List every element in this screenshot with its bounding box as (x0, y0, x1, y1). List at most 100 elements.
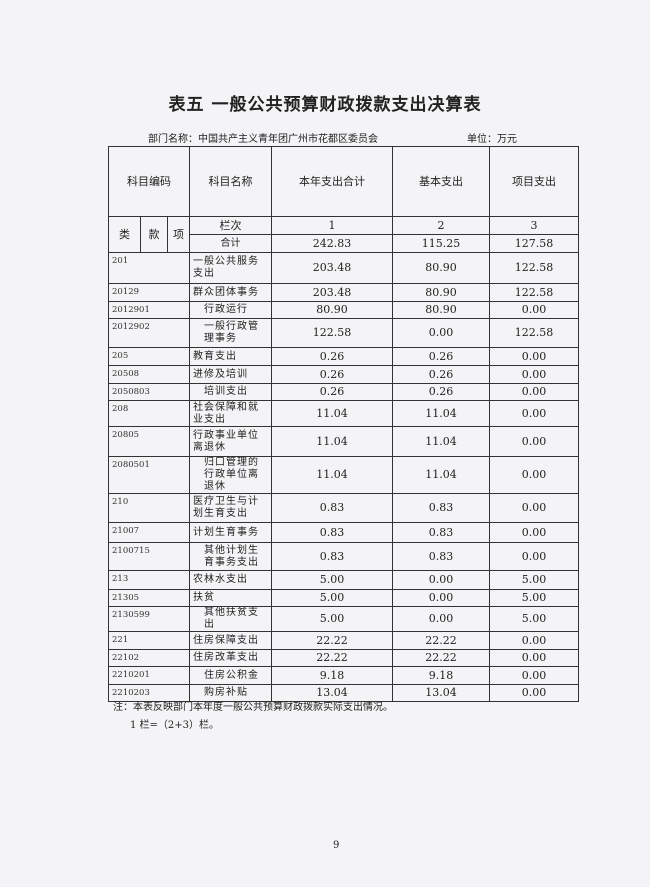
row-basic: 80.90 (392, 301, 490, 319)
table-row: 2012901 行政运行 80.90 80.90 0.00 (108, 301, 579, 319)
row-basic: 11.04 (392, 426, 490, 457)
row-project: 122.58 (489, 318, 579, 348)
row-total: 0.83 (271, 542, 393, 571)
table-row: 213 农林水支出 5.00 0.00 5.00 (108, 570, 579, 590)
row-basic: 80.90 (392, 252, 490, 284)
table-row: 21305 扶贫 5.00 0.00 5.00 (108, 589, 579, 607)
row-project: 0.00 (489, 542, 579, 571)
row-total: 5.00 (271, 570, 393, 590)
row-basic: 22.22 (392, 649, 490, 667)
header-basic: 基本支出 (392, 146, 490, 217)
row-total: 122.58 (271, 318, 393, 348)
row-project: 122.58 (489, 252, 579, 284)
row-name: 培训支出 (189, 383, 272, 401)
row-basic: 11.04 (392, 400, 490, 427)
table-row: 2210201 住房公积金 9.18 9.18 0.00 (108, 666, 579, 685)
row-total: 0.26 (271, 347, 393, 366)
row-project: 0.00 (489, 649, 579, 667)
table-row: 20805 行政事业单位离退休 11.04 11.04 0.00 (108, 426, 579, 457)
header-name: 科目名称 (189, 146, 272, 217)
table-row: 221 住房保障支出 22.22 22.22 0.00 (108, 631, 579, 650)
row-name: 购房补贴 (189, 684, 272, 702)
header-project: 项目支出 (489, 146, 579, 217)
row-name: 医疗卫生与计划生育支出 (189, 493, 272, 523)
row-code: 201 (108, 252, 190, 284)
table-row: 2210203 购房补贴 13.04 13.04 0.00 (108, 684, 579, 702)
row-basic: 22.22 (392, 631, 490, 650)
row-basic: 11.04 (392, 456, 490, 494)
row-project: 0.00 (489, 666, 579, 685)
table-row: 2080501 归口管理的行政单位离退休 11.04 11.04 0.00 (108, 456, 579, 494)
row-project: 0.00 (489, 456, 579, 494)
unit-label: 单位：万元 (467, 134, 517, 145)
row-name: 农林水支出 (189, 570, 272, 590)
heji-label: 合计 (189, 234, 272, 253)
row-basic: 0.83 (392, 542, 490, 571)
row-code: 20805 (108, 426, 190, 457)
row-project: 122.58 (489, 283, 579, 302)
row-project: 0.00 (489, 522, 579, 543)
total-project: 127.58 (489, 234, 579, 253)
row-total: 0.83 (271, 522, 393, 543)
row-total: 22.22 (271, 649, 393, 667)
page-title: 表五 一般公共预算财政拨款支出决算表 (168, 95, 482, 115)
row-project: 5.00 (489, 606, 579, 632)
row-code: 2012902 (108, 318, 190, 348)
row-code: 2080501 (108, 456, 190, 494)
table-row: 21007 计划生育事务 0.83 0.83 0.00 (108, 522, 579, 543)
table-row: 2100715 其他计划生育事务支出 0.83 0.83 0.00 (108, 542, 579, 571)
row-name: 住房保障支出 (189, 631, 272, 650)
col-index-2: 2 (392, 216, 490, 235)
row-total: 9.18 (271, 666, 393, 685)
row-code: 22102 (108, 649, 190, 667)
row-code: 21007 (108, 522, 190, 543)
total-basic: 115.25 (392, 234, 490, 253)
row-total: 203.48 (271, 283, 393, 302)
row-total: 11.04 (271, 456, 393, 494)
row-basic: 0.00 (392, 318, 490, 348)
row-total: 0.26 (271, 365, 393, 384)
row-code: 208 (108, 400, 190, 427)
row-code: 2210201 (108, 666, 190, 685)
department-name: 部门名称：中国共产主义青年团广州市花都区委员会 (148, 134, 378, 145)
row-project: 0.00 (489, 493, 579, 523)
row-total: 22.22 (271, 631, 393, 650)
row-basic: 9.18 (392, 666, 490, 685)
row-name: 行政运行 (189, 301, 272, 319)
row-name: 住房改革支出 (189, 649, 272, 667)
row-name: 归口管理的行政单位离退休 (189, 456, 272, 494)
header-kuan: 款 (140, 216, 168, 253)
row-code: 20508 (108, 365, 190, 384)
row-name: 计划生育事务 (189, 522, 272, 543)
row-name: 扶贫 (189, 589, 272, 607)
row-basic: 0.00 (392, 606, 490, 632)
row-code: 2130599 (108, 606, 190, 632)
row-code: 210 (108, 493, 190, 523)
column-index-row: 类 款 项 栏次 1 2 3 (108, 216, 579, 253)
row-basic: 0.83 (392, 493, 490, 523)
row-name: 教育支出 (189, 347, 272, 366)
row-total: 203.48 (271, 252, 393, 284)
table-row: 2012902 一般行政管理事务 122.58 0.00 122.58 (108, 318, 579, 348)
col-index-1: 1 (271, 216, 393, 235)
row-total: 11.04 (271, 426, 393, 457)
row-total: 5.00 (271, 589, 393, 607)
row-code: 2100715 (108, 542, 190, 571)
page-number: 9 (333, 840, 340, 851)
table-row: 20129 群众团体事务 203.48 80.90 122.58 (108, 283, 579, 302)
row-project: 0.00 (489, 301, 579, 319)
header-lei: 类 (108, 216, 141, 253)
expenditure-table: 科目编码 科目名称 本年支出合计 基本支出 项目支出 类 款 项 栏次 1 2 … (108, 146, 579, 702)
table-row: 208 社会保障和就业支出 11.04 11.04 0.00 (108, 400, 579, 427)
row-total: 5.00 (271, 606, 393, 632)
row-name: 社会保障和就业支出 (189, 400, 272, 427)
row-code: 205 (108, 347, 190, 366)
footnote-formula: 1 栏=（2+3）栏。 (130, 720, 220, 731)
table-row: 22102 住房改革支出 22.22 22.22 0.00 (108, 649, 579, 667)
row-total: 0.26 (271, 383, 393, 401)
row-basic: 80.90 (392, 283, 490, 302)
row-basic: 0.00 (392, 589, 490, 607)
row-code: 221 (108, 631, 190, 650)
row-project: 0.00 (489, 365, 579, 384)
row-name: 一般行政管理事务 (189, 318, 272, 348)
